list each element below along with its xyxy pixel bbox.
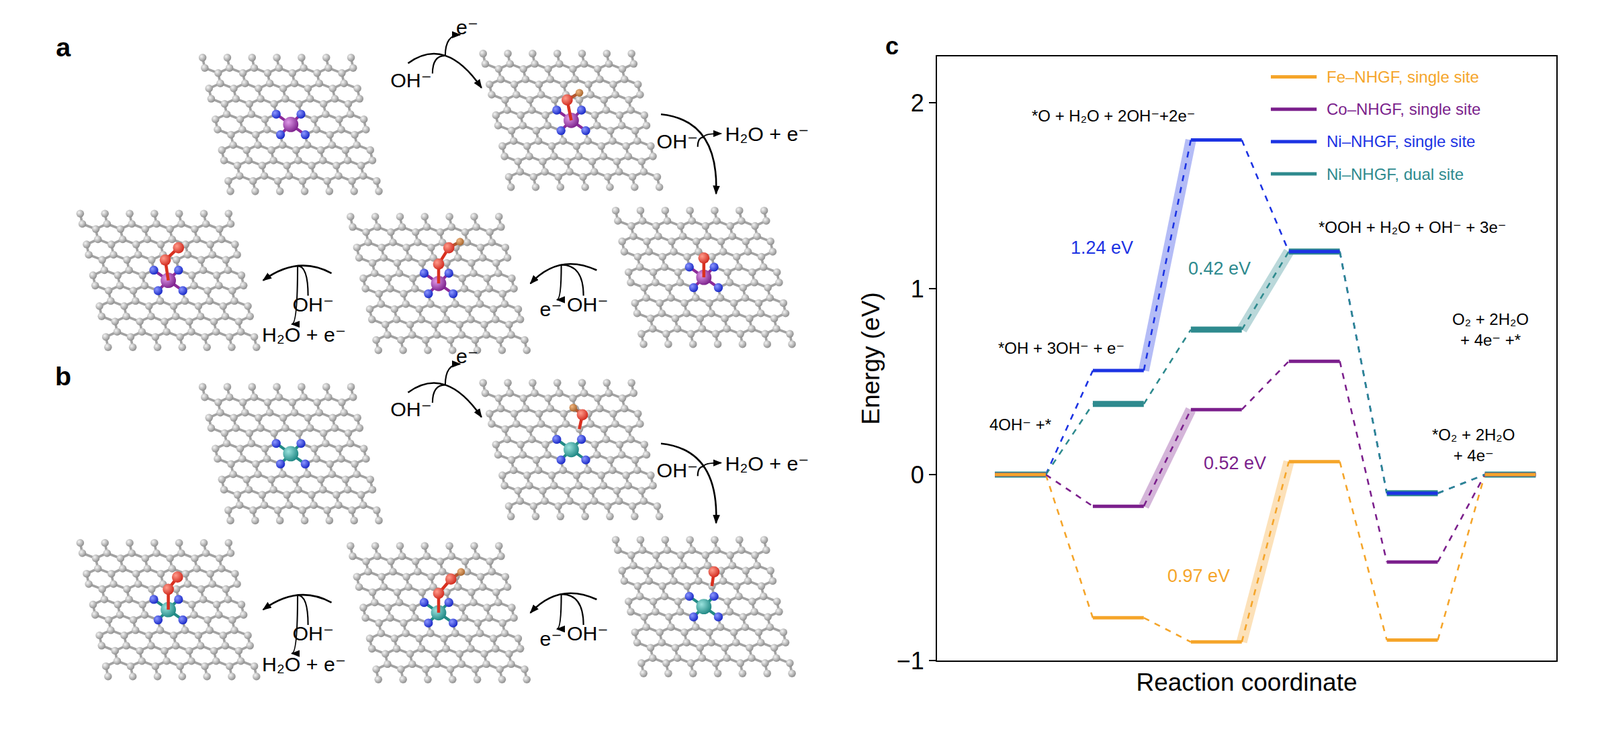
svg-text:1.24 eV: 1.24 eV [1070, 237, 1134, 258]
svg-text:e⁻: e⁻ [456, 16, 479, 39]
svg-text:e⁻: e⁻ [540, 628, 563, 651]
svg-text:OH⁻: OH⁻ [566, 293, 609, 316]
svg-text:b: b [55, 361, 72, 391]
svg-text:H₂O + e⁻: H₂O + e⁻ [261, 323, 346, 346]
svg-text:H₂O + e⁻: H₂O + e⁻ [725, 452, 810, 475]
svg-text:OH⁻: OH⁻ [292, 293, 334, 316]
svg-text:Fe–NHGF, single site: Fe–NHGF, single site [1326, 67, 1480, 86]
html-text:c: c [885, 32, 899, 60]
svg-text:OH⁻: OH⁻ [656, 130, 699, 153]
svg-text:Ni–NHGF, single site: Ni–NHGF, single site [1326, 132, 1476, 151]
svg-text:OH⁻: OH⁻ [390, 398, 432, 421]
svg-text:*OOH + H₂O + OH⁻ + 3e⁻: *OOH + H₂O + OH⁻ + 3e⁻ [1318, 218, 1506, 237]
svg-text:Energy (eV): Energy (eV) [857, 292, 885, 425]
svg-text:OH⁻: OH⁻ [390, 69, 432, 92]
svg-text:e⁻: e⁻ [456, 345, 479, 368]
svg-text:0: 0 [910, 461, 925, 490]
svg-text:Reaction coordinate: Reaction coordinate [1135, 669, 1357, 697]
svg-text:e⁻: e⁻ [540, 298, 563, 321]
svg-text:OH⁻: OH⁻ [656, 459, 699, 482]
svg-text:0.52 eV: 0.52 eV [1203, 453, 1267, 474]
svg-text:*O + H₂O + 2OH⁻+2e⁻: *O + H₂O + 2OH⁻+2e⁻ [1031, 106, 1195, 125]
svg-text:Ni–NHGF, dual site: Ni–NHGF, dual site [1326, 165, 1464, 184]
svg-text:*O₂ + 2H₂O+ 4e⁻: *O₂ + 2H₂O+ 4e⁻ [1432, 425, 1515, 465]
svg-text:OH⁻: OH⁻ [566, 622, 609, 645]
svg-text:0.97 eV: 0.97 eV [1167, 566, 1230, 587]
svg-text:a: a [55, 32, 72, 62]
svg-text:H₂O + e⁻: H₂O + e⁻ [261, 653, 346, 676]
svg-text:OH⁻: OH⁻ [292, 622, 334, 645]
svg-text:4OH⁻ +*: 4OH⁻ +* [989, 415, 1052, 434]
svg-text:−1: −1 [896, 647, 925, 676]
svg-text:H₂O + e⁻: H₂O + e⁻ [725, 122, 810, 146]
svg-text:0.42 eV: 0.42 eV [1188, 258, 1251, 279]
svg-text:1: 1 [910, 275, 925, 303]
svg-text:*OH + 3OH⁻ + e⁻: *OH + 3OH⁻ + e⁻ [998, 339, 1125, 358]
svg-text:O₂ + 2H₂O+ 4e⁻ +*: O₂ + 2H₂O+ 4e⁻ +* [1452, 310, 1529, 350]
svg-text:Co–NHGF, single site: Co–NHGF, single site [1326, 100, 1481, 119]
svg-text:2: 2 [910, 89, 925, 117]
